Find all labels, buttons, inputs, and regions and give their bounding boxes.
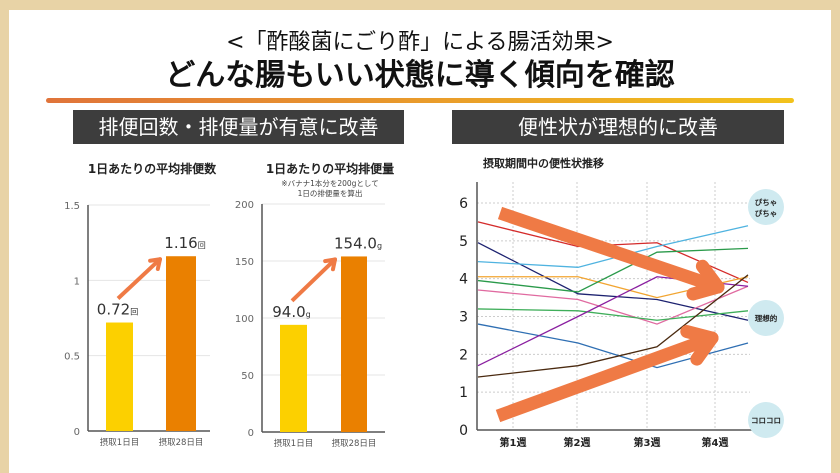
card [9,10,831,473]
series-line-7 [477,308,749,321]
unit: 回 [198,241,206,250]
data-label: 94.0g [272,303,310,321]
y-tick-label: 6 [459,196,468,212]
bubble-label: ぴちゃ [755,208,778,218]
data-label: 0.72回 [97,301,138,319]
x-tick-label: 第1週 [500,436,527,449]
data-label: 154.0g [334,234,382,252]
x-tick-label: 摂取1日目 [100,437,139,448]
bubble-label: コロコロ [751,416,781,425]
y-tick-label: 4 [459,272,468,288]
up-trend-arrow [495,331,715,423]
increase-arrow [116,257,162,300]
y-tick-label: 0 [74,427,80,438]
bar [106,322,133,431]
series-line-6 [477,285,749,325]
bubble-label: ぴちゃ [755,197,778,207]
unit: g [377,241,382,250]
bar [341,256,367,432]
y-tick-label: 0.5 [64,352,80,363]
chart-note: ※バナナ1本分を200gとして [281,178,378,188]
y-tick-label: 150 [235,257,254,268]
x-tick-label: 摂取28日目 [159,437,204,448]
x-tick-label: 第3週 [634,436,661,449]
section-header-left: 排便回数・排便量が有意に改善 [73,110,404,144]
status-bubble [748,402,784,438]
y-tick-label: 1.5 [64,201,80,212]
y-tick-label: 3 [459,310,468,326]
bubble-label: 理想的 [755,313,778,323]
increase-arrow-head [330,257,337,272]
up-trend-arrow-head [690,331,719,366]
status-bubble [748,300,784,336]
page-title: どんな腸もいい状態に導く傾向を確認 [165,58,675,93]
data-label: 1.16回 [164,234,205,252]
down-trend-arrow-head [686,280,725,301]
y-tick-label: 5 [459,234,468,250]
increase-arrow [290,257,337,303]
chart-title: 1日あたりの平均排便数 [88,161,217,176]
chart-title: 摂取期間中の便性状推移 [483,156,604,170]
section-header-right: 便性状が理想的に改善 [452,110,784,144]
y-tick-label: 1 [74,276,80,287]
series-line-5 [477,247,749,293]
y-tick-label: 100 [235,314,254,325]
bar [166,256,196,431]
series-line-10 [477,274,749,378]
x-tick-label: 摂取1日目 [274,438,313,449]
y-tick-label: 1 [459,385,468,401]
divider [46,98,794,103]
x-tick-label: 摂取28日目 [332,438,377,449]
y-tick-label: 50 [241,371,254,382]
unit: g [306,310,311,319]
increase-arrow-head [155,257,162,271]
chart-note: 1日の排便量を算出 [298,188,363,198]
unit: 回 [130,308,138,317]
y-tick-label: 0 [248,428,254,439]
chart-title: 1日あたりの平均排便量 [266,161,394,176]
y-tick-label: 200 [235,200,254,211]
subtitle: <「酢酸菌にごり酢」による腸活効果> [226,30,614,55]
down-trend-arrow [497,206,721,294]
bar [280,324,307,432]
x-tick-label: 第4週 [702,436,729,449]
status-bubble [748,189,784,225]
y-tick-label: 2 [459,347,468,363]
x-tick-label: 第2週 [564,436,591,449]
y-tick-label: 0 [459,423,468,439]
